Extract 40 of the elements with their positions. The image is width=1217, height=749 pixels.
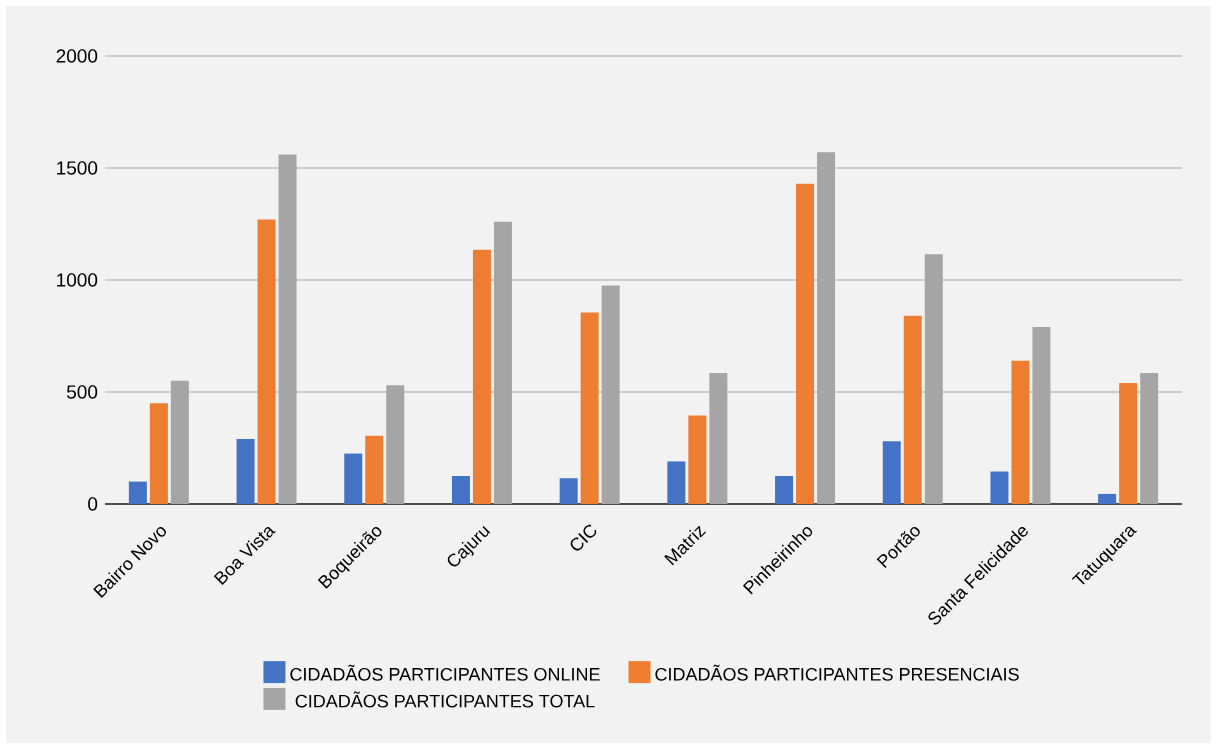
bar	[775, 475, 794, 504]
y-tick-label: 0	[88, 497, 98, 511]
bar	[667, 461, 686, 504]
x-tick-label: Boa Vista	[213, 527, 276, 585]
bar	[903, 315, 922, 504]
bar	[1140, 372, 1159, 504]
bar	[257, 219, 276, 504]
bar	[236, 439, 255, 504]
bar	[1098, 493, 1117, 504]
bar	[817, 152, 836, 504]
bar	[796, 183, 815, 504]
bar	[386, 385, 405, 504]
bar	[365, 435, 384, 504]
bar	[882, 441, 901, 504]
bar	[601, 285, 620, 504]
bar	[149, 403, 168, 504]
bar	[1032, 327, 1051, 504]
bar	[580, 312, 599, 504]
bar	[559, 478, 578, 504]
x-tick-label: CIC	[570, 524, 597, 551]
legend-label: CIDADÃOS PARTICIPANTES PRESENCIAIS	[655, 664, 1019, 681]
bar	[924, 254, 943, 504]
y-tick-label: 2000	[56, 49, 98, 63]
y-tick-label: 500	[66, 385, 98, 399]
bar	[709, 372, 728, 504]
bar	[990, 471, 1009, 504]
bar	[278, 154, 297, 504]
bar	[1119, 383, 1138, 504]
bar	[688, 415, 707, 504]
bar	[472, 249, 491, 504]
legend-label: CIDADÃOS PARTICIPANTES ONLINE	[290, 664, 600, 681]
bar	[170, 380, 189, 504]
bar	[493, 221, 512, 504]
y-tick-label: 1000	[57, 273, 98, 287]
bar	[344, 453, 363, 504]
bar	[128, 481, 147, 504]
y-tick-label: 1500	[57, 161, 98, 175]
legend-label: CIDADÃOS PARTICIPANTES TOTAL	[295, 691, 595, 708]
bar	[1011, 360, 1030, 504]
bar	[451, 475, 470, 504]
